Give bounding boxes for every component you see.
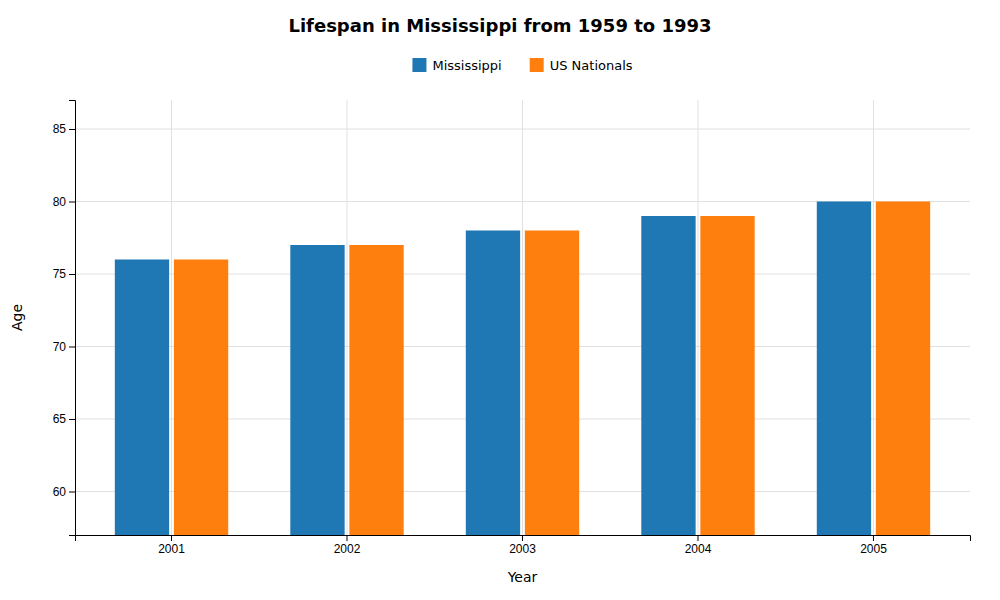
y-tick-label: 70 — [53, 340, 67, 354]
bar-series — [115, 202, 871, 536]
y-tick: 60 — [53, 485, 75, 499]
y-tick-mark — [69, 419, 75, 420]
y-tick: 75 — [53, 267, 75, 281]
bar — [817, 202, 871, 536]
y-axis-title: Age — [9, 304, 25, 331]
legend-item: US Nationals — [530, 58, 633, 73]
y-tick-label: 85 — [53, 122, 67, 136]
y-tick-mark — [69, 202, 75, 203]
x-tick-mark — [873, 535, 874, 541]
bar — [700, 216, 754, 535]
title: Lifespan in Mississippi from 1959 to 199… — [288, 15, 711, 36]
x-tick-label: 2003 — [509, 542, 536, 556]
x-axis-line — [76, 536, 971, 542]
bar — [115, 260, 169, 536]
bar — [290, 245, 344, 535]
legend-label: Mississippi — [432, 58, 501, 73]
x-tick: 2003 — [509, 535, 536, 556]
x-tick-mark — [347, 535, 348, 541]
y-tick: 65 — [53, 412, 75, 426]
x-tick-mark — [171, 535, 172, 541]
x-tick: 2004 — [685, 535, 712, 556]
legend-item: Mississippi — [412, 58, 501, 73]
legend-label: US Nationals — [550, 58, 633, 73]
x-tick-mark — [697, 535, 698, 541]
x-tick: 2005 — [860, 535, 887, 556]
x-tick-label: 2002 — [334, 542, 361, 556]
x-tick-label: 2001 — [158, 542, 185, 556]
bars — [115, 202, 930, 536]
y-tick-mark — [69, 347, 75, 348]
chart: 2001 2002 2003 2004 2005 60 65 70 75 80 85 Year Age L… — [0, 0, 1000, 600]
y-tick-mark — [69, 129, 75, 130]
grid-line-x — [171, 100, 172, 535]
x-tick-mark — [522, 535, 523, 541]
y-tick: 70 — [53, 340, 75, 354]
y-tick: 80 — [53, 195, 75, 209]
x-tick: 2001 — [158, 535, 185, 556]
y-tick: 85 — [53, 122, 75, 136]
y-tick-mark — [69, 492, 75, 493]
grid — [75, 100, 970, 535]
bar — [641, 216, 695, 535]
x-tick-label: 2004 — [685, 542, 712, 556]
y-tick-label: 65 — [53, 412, 67, 426]
x-tick-label: 2005 — [860, 542, 887, 556]
bar — [525, 231, 579, 536]
bar — [466, 231, 520, 536]
y-tick-label: 60 — [53, 485, 67, 499]
legend-swatch — [530, 58, 544, 72]
y-axis: 60 65 70 75 80 85 — [53, 101, 76, 536]
y-tick-label: 75 — [53, 267, 67, 281]
y-axis-line — [69, 101, 76, 536]
grid-line-x — [347, 100, 348, 535]
y-tick-label: 80 — [53, 195, 67, 209]
grid-line-x — [522, 100, 523, 535]
bar — [876, 202, 930, 536]
grid-line-x — [697, 100, 698, 535]
x-tick: 2002 — [334, 535, 361, 556]
x-axis-title: Year — [507, 569, 538, 585]
legend: Mississippi US Nationals — [412, 58, 632, 73]
grid-line-x — [873, 100, 874, 535]
y-tick-mark — [69, 274, 75, 275]
legend-swatch — [412, 58, 426, 72]
x-axis: 2001 2002 2003 2004 2005 — [76, 535, 971, 556]
bar — [174, 260, 228, 536]
plot: 2001 2002 2003 2004 2005 60 65 70 75 80 85 — [53, 100, 971, 556]
bar-series — [174, 202, 930, 536]
bar — [349, 245, 403, 535]
